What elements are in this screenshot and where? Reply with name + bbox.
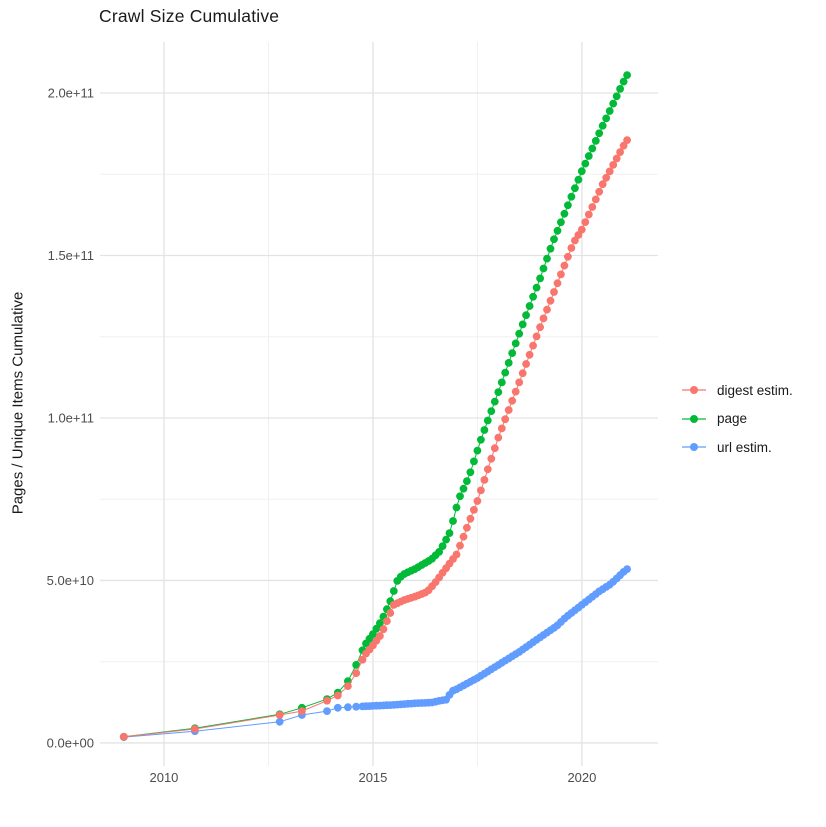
legend: digest estim. page url estim.	[681, 381, 793, 467]
y-tick-label: 1.0e+11	[48, 410, 94, 425]
y-tick-label: 1.5e+11	[48, 248, 94, 263]
legend-label: digest estim.	[717, 382, 793, 398]
series-page-points	[119, 71, 631, 741]
series-digest-estim	[119, 136, 631, 741]
legend-key-icon	[682, 443, 706, 451]
legend-entry: url estim.	[681, 438, 793, 456]
major-gridlines	[100, 42, 658, 766]
series-digest-estim-points	[119, 136, 631, 741]
legend-key-icon	[682, 386, 706, 394]
legend-label: page	[717, 411, 748, 426]
series-page	[119, 71, 631, 741]
x-tick-label: 2015	[358, 770, 387, 785]
legend-key-icon	[682, 414, 706, 423]
chart-title: Crawl Size Cumulative	[99, 6, 280, 26]
y-axis-title: Pages / Unique Items Cumulative	[9, 291, 27, 515]
y-tick-label: 2.0e+11	[48, 86, 94, 101]
x-tick-label: 2020	[567, 770, 596, 785]
series-url-estim-points	[119, 565, 631, 741]
series-url-estim	[119, 565, 631, 741]
minor-gridlines	[100, 42, 658, 766]
y-tick-label: 0.0e+00	[47, 735, 94, 750]
y-tick-label: 5.0e+10	[47, 573, 94, 588]
x-tick-label: 2010	[149, 770, 178, 785]
y-tick-labels: 0.0e+00 5.0e+10 1.0e+11 1.5e+11 2.0e+11	[47, 86, 94, 751]
legend-entry: digest estim.	[681, 381, 793, 399]
legend-label: url estim.	[717, 439, 772, 455]
legend-entry: page	[681, 410, 793, 428]
x-tick-labels: 2010 2015 2020	[149, 770, 596, 785]
